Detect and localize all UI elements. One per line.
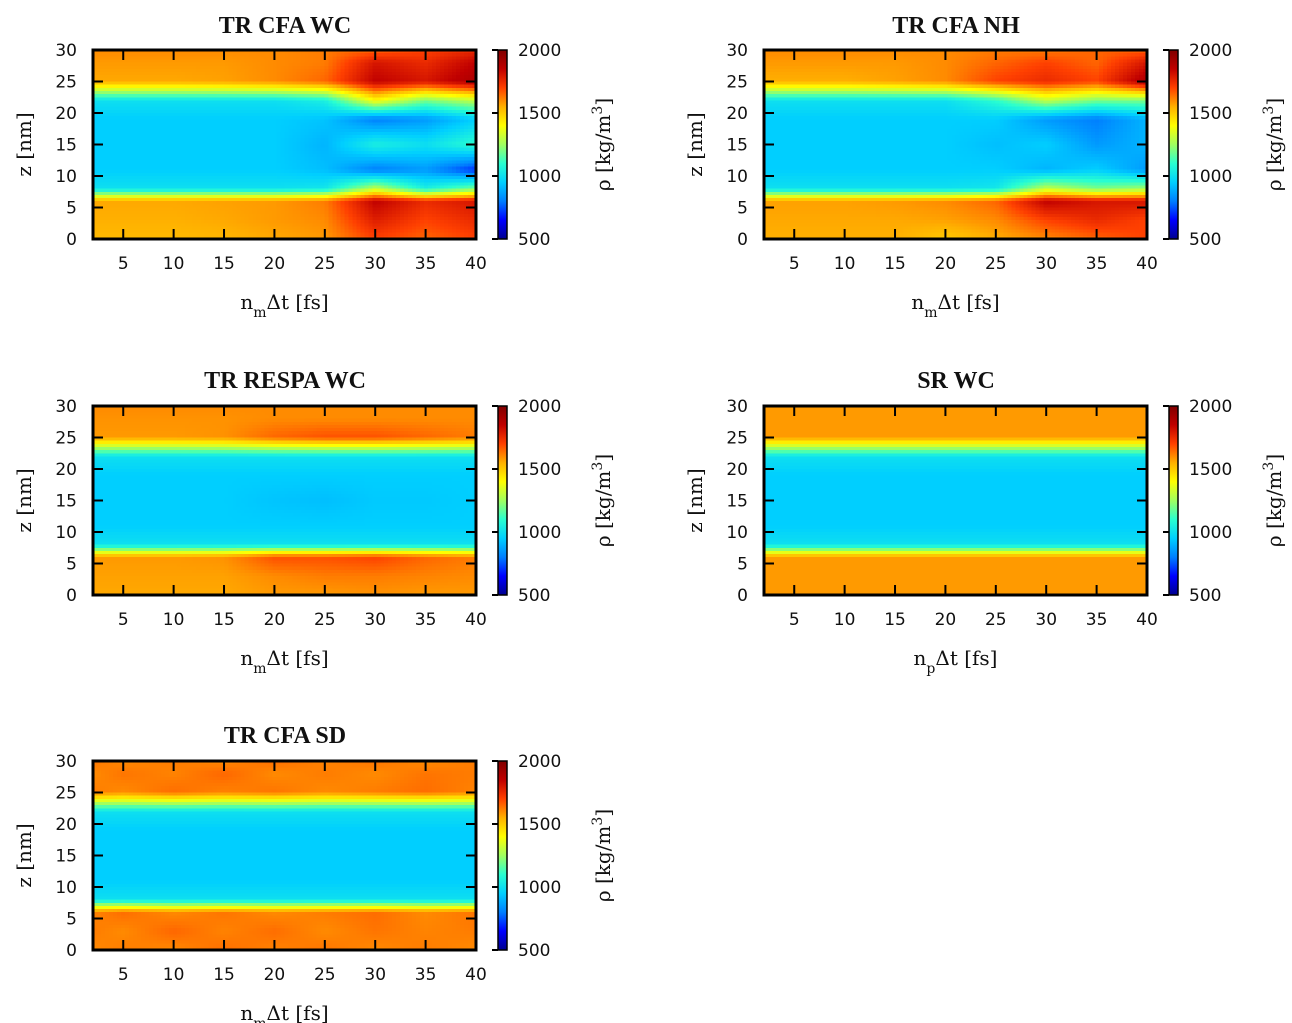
panel-tr-cfa-wc: TR CFA WC 5 10 15 20 25 30 35 40051015202530nmΔ… [12, 13, 615, 321]
heatmap-cells [93, 50, 477, 240]
panel-title: TR CFA WC [219, 13, 351, 39]
